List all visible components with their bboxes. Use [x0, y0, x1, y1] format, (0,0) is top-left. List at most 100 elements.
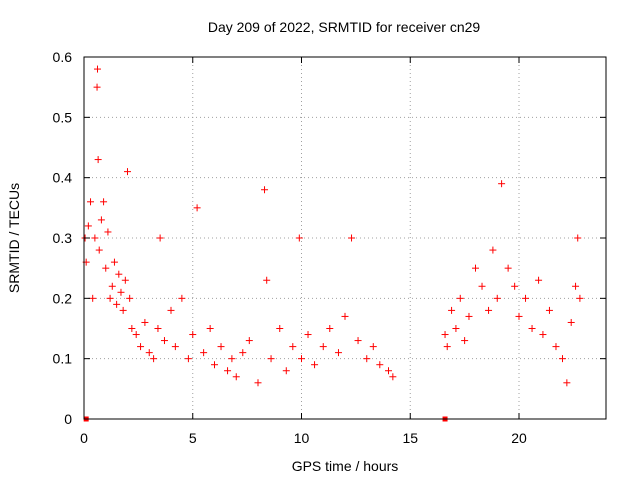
data-point — [102, 264, 110, 272]
data-point — [108, 282, 116, 290]
x-tick-label: 15 — [402, 430, 418, 446]
data-point — [472, 264, 479, 272]
data-point — [115, 270, 123, 278]
data-point — [282, 367, 290, 375]
data-point — [97, 216, 105, 224]
data-point — [485, 306, 493, 314]
data-point — [341, 312, 349, 320]
x-tick-label: 20 — [511, 430, 527, 446]
data-point — [126, 294, 134, 302]
data-point — [154, 325, 162, 332]
data-point — [574, 234, 582, 242]
data-point — [89, 294, 97, 302]
y-axis-label: SRMTID / TECUs — [6, 183, 22, 293]
data-point — [228, 355, 236, 363]
data-point — [113, 300, 121, 308]
data-point — [369, 343, 377, 351]
data-point — [184, 355, 192, 363]
data-point — [91, 234, 99, 242]
data-point — [478, 282, 486, 290]
data-point — [206, 325, 214, 332]
data-point — [528, 325, 536, 332]
data-point — [93, 65, 101, 73]
data-point — [254, 379, 262, 387]
data-point — [119, 306, 127, 314]
data-point — [461, 337, 469, 345]
data-point — [511, 282, 519, 290]
data-point — [200, 349, 208, 357]
data-point — [167, 306, 175, 314]
data-points — [81, 65, 584, 387]
data-point — [504, 264, 512, 272]
data-point — [448, 306, 456, 314]
data-point — [552, 343, 560, 351]
data-point — [363, 355, 371, 363]
y-axis-ticks: 0 0.1 0.2 0.3 0.4 0.5 0.6 — [53, 49, 606, 427]
data-point — [104, 228, 112, 236]
data-point — [121, 276, 129, 284]
x-tick-label: 10 — [294, 430, 310, 446]
y-tick-label: 0.2 — [53, 290, 73, 306]
data-point — [106, 294, 114, 302]
data-point — [245, 337, 253, 345]
data-point — [87, 198, 95, 206]
data-point — [128, 325, 136, 332]
y-tick-label: 0.4 — [53, 170, 73, 186]
data-point — [261, 186, 269, 194]
data-point — [178, 294, 186, 302]
data-point — [137, 343, 145, 351]
data-point — [145, 349, 153, 357]
x-tick-label: 5 — [189, 430, 197, 446]
data-point — [493, 294, 501, 302]
chart-title: Day 209 of 2022, SRMTID for receiver cn2… — [208, 19, 481, 35]
data-point — [334, 349, 342, 357]
y-tick-label: 0 — [64, 411, 72, 427]
data-point — [117, 288, 125, 296]
x-axis-label: GPS time / hours — [292, 458, 399, 474]
data-point — [452, 325, 460, 332]
data-point — [443, 343, 451, 351]
data-point — [110, 258, 118, 266]
data-point — [276, 325, 284, 332]
data-point — [124, 168, 131, 176]
data-point — [348, 234, 356, 242]
data-point — [93, 83, 101, 91]
data-point — [211, 361, 218, 369]
data-point — [232, 373, 240, 381]
data-point — [289, 343, 297, 351]
data-point — [545, 306, 553, 314]
data-point — [171, 343, 179, 351]
data-point — [563, 379, 571, 387]
data-point — [141, 318, 149, 326]
data-point — [150, 355, 158, 363]
data-point — [95, 246, 103, 254]
x-axis-ticks: 0 5 10 15 20 — [80, 57, 527, 446]
data-point — [489, 246, 497, 254]
data-point — [311, 361, 319, 369]
data-point — [94, 156, 102, 164]
data-point — [567, 318, 575, 326]
data-point — [326, 325, 334, 332]
data-point — [100, 198, 108, 206]
data-point — [189, 331, 197, 339]
data-point — [559, 355, 566, 363]
data-point — [539, 331, 547, 339]
data-point — [354, 337, 362, 345]
data-point — [84, 222, 92, 230]
data-point — [376, 361, 384, 369]
data-point — [160, 337, 168, 345]
data-point — [456, 294, 464, 302]
data-point — [465, 312, 473, 320]
data-point — [132, 331, 140, 339]
data-point — [389, 373, 397, 381]
data-point — [572, 282, 580, 290]
data-point — [319, 343, 327, 351]
x-tick-label: 0 — [80, 430, 88, 446]
data-point — [295, 234, 303, 242]
data-point — [304, 331, 312, 339]
data-point — [267, 355, 275, 363]
data-point — [522, 294, 530, 302]
data-point — [498, 180, 506, 188]
y-tick-label: 0.1 — [53, 351, 73, 367]
data-point — [441, 331, 449, 339]
